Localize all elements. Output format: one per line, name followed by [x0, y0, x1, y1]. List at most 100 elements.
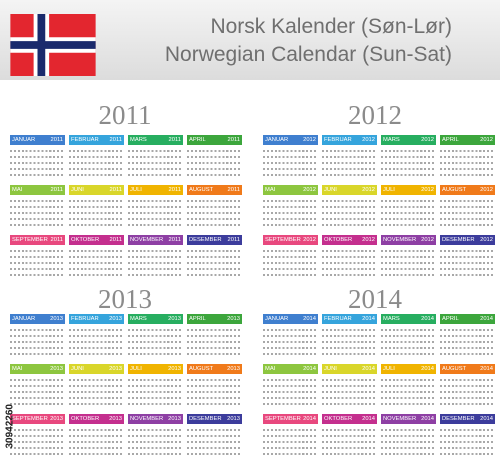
month-card: NOVEMBER 2011	[128, 235, 183, 282]
month-day-grid	[187, 246, 242, 280]
month-year: 2013	[50, 416, 63, 422]
month-year: 2014	[421, 316, 434, 322]
month-day-grid	[69, 425, 124, 459]
month-year: 2012	[480, 137, 493, 143]
month-year: 2012	[480, 237, 493, 243]
month-year: 2014	[303, 316, 316, 322]
year-label: 2012	[348, 100, 402, 130]
month-year: 2011	[50, 137, 63, 143]
month-header: OKTOBER 2012	[322, 235, 377, 245]
month-name: OKTOBER	[324, 416, 353, 422]
month-header: DESEMBER 2013	[187, 414, 242, 424]
month-card: OKTOBER 2013	[69, 414, 124, 461]
month-card: OKTOBER 2011	[69, 235, 124, 282]
month-year: 2014	[480, 416, 493, 422]
month-header: MARS 2013	[128, 314, 183, 324]
month-name: FEBRUAR	[71, 316, 99, 322]
month-card: MARS 2014	[381, 314, 436, 361]
month-day-grid	[381, 246, 436, 280]
month-header: AUGUST 2014	[440, 364, 495, 374]
month-year: 2013	[168, 416, 181, 422]
month-name: JULI	[130, 187, 142, 193]
month-day-grid	[322, 246, 377, 280]
month-name: AUGUST	[189, 366, 214, 372]
month-header: FEBRUAR 2011	[69, 135, 124, 145]
month-year: 2014	[480, 316, 493, 322]
month-header: SEPTEMBER 2012	[263, 235, 318, 245]
month-year: 2014	[303, 366, 316, 372]
month-card: JUNI 2011	[69, 185, 124, 232]
month-name: JUNI	[324, 187, 337, 193]
month-name: MARS	[383, 316, 400, 322]
month-name: MAI	[12, 187, 23, 193]
month-card: FEBRUAR 2011	[69, 135, 124, 182]
month-card: MARS 2013	[128, 314, 183, 361]
month-header: APRIL 2011	[187, 135, 242, 145]
month-header: MAI 2013	[10, 364, 65, 374]
calendar-block-2013: JANUAR 2013 FEBRUAR 2013 MARS 2013 APRIL 2013 MA…	[10, 314, 242, 469]
month-year: 2013	[227, 366, 240, 372]
month-day-grid	[381, 196, 436, 230]
month-name: APRIL	[442, 137, 459, 143]
month-header: MAI 2014	[263, 364, 318, 374]
month-year: 2013	[168, 316, 181, 322]
month-name: JANUAR	[265, 137, 289, 143]
month-card: FEBRUAR 2012	[322, 135, 377, 182]
month-year: 2012	[362, 237, 375, 243]
month-name: MAI	[265, 187, 276, 193]
month-header: JULI 2013	[128, 364, 183, 374]
title-norwegian: Norsk Kalender (Søn-Lør)	[210, 15, 452, 38]
month-year: 2011	[168, 137, 181, 143]
month-header: JANUAR 2013	[10, 314, 65, 324]
month-header: FEBRUAR 2013	[69, 314, 124, 324]
norway-flag-icon	[10, 14, 96, 76]
month-day-grid	[69, 375, 124, 409]
month-year: 2011	[227, 137, 240, 143]
month-header: NOVEMBER 2011	[128, 235, 183, 245]
month-day-grid	[69, 146, 124, 180]
month-day-grid	[381, 375, 436, 409]
title-english: Norwegian Calendar (Sun-Sat)	[164, 43, 452, 66]
month-card: SEPTEMBER 2012	[263, 235, 318, 282]
month-header: NOVEMBER 2013	[128, 414, 183, 424]
month-header: JANUAR 2012	[263, 135, 318, 145]
month-year: 2011	[168, 237, 181, 243]
month-header: NOVEMBER 2012	[381, 235, 436, 245]
month-name: OKTOBER	[71, 416, 100, 422]
month-day-grid	[263, 375, 318, 409]
month-header: OKTOBER 2011	[69, 235, 124, 245]
month-year: 2012	[303, 187, 316, 193]
month-name: OKTOBER	[71, 237, 100, 243]
month-header: SEPTEMBER 2011	[10, 235, 65, 245]
month-header: JUNI 2011	[69, 185, 124, 195]
month-name: JULI	[383, 366, 395, 372]
month-name: JUNI	[324, 366, 337, 372]
year-label: 2013	[98, 284, 152, 314]
month-header: APRIL 2013	[187, 314, 242, 324]
month-day-grid	[69, 246, 124, 280]
month-card: JUNI 2014	[322, 364, 377, 411]
month-header: JUNI 2013	[69, 364, 124, 374]
month-day-grid	[128, 196, 183, 230]
month-card: JANUAR 2014	[263, 314, 318, 361]
header-banner: Norsk Kalender (Søn-Lør) Norwegian Calen…	[0, 0, 500, 80]
month-card: SEPTEMBER 2011	[10, 235, 65, 282]
month-year: 2012	[421, 237, 434, 243]
month-card: APRIL 2012	[440, 135, 495, 182]
month-header: MARS 2012	[381, 135, 436, 145]
month-day-grid	[440, 425, 495, 459]
month-year: 2014	[421, 416, 434, 422]
month-name: SEPTEMBER	[265, 237, 301, 243]
month-header: JUNI 2012	[322, 185, 377, 195]
month-header: MARS 2011	[128, 135, 183, 145]
month-day-grid	[440, 375, 495, 409]
month-day-grid	[128, 325, 183, 359]
month-day-grid	[440, 196, 495, 230]
month-year: 2013	[109, 316, 122, 322]
month-year: 2012	[303, 137, 316, 143]
month-day-grid	[128, 146, 183, 180]
month-card: JANUAR 2011	[10, 135, 65, 182]
month-day-grid	[440, 146, 495, 180]
month-name: DESEMBER	[442, 237, 475, 243]
month-name: JUNI	[71, 187, 84, 193]
